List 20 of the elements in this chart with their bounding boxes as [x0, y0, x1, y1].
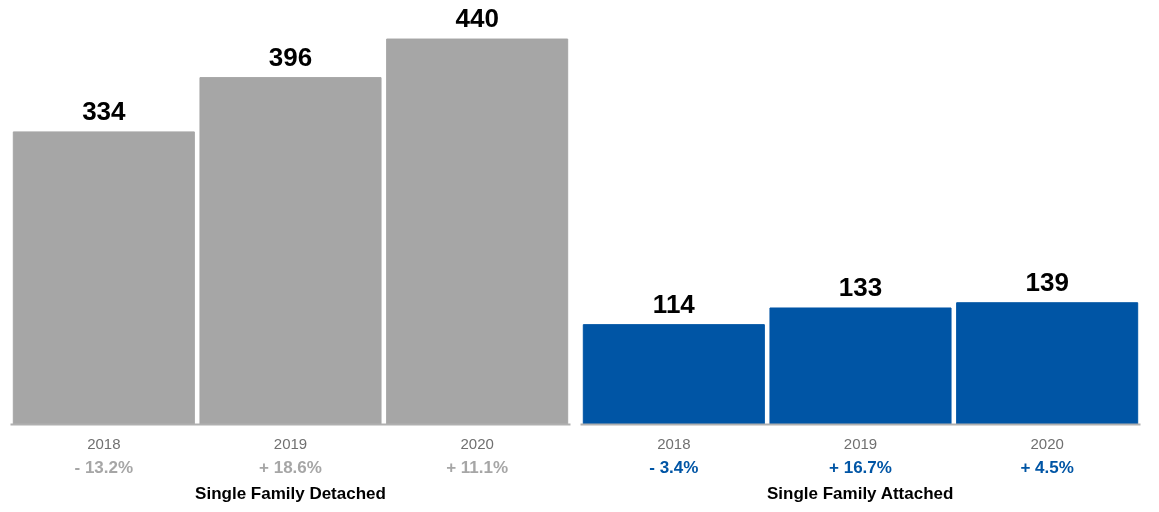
x-tick-label: 2019: [843, 434, 878, 452]
data-label: 334: [82, 95, 127, 126]
data-label: 440: [455, 3, 499, 34]
text: - 3.4%: [649, 457, 699, 477]
x-tick-label: 2019: [273, 434, 308, 452]
data-label: 396: [268, 41, 313, 72]
x-axis-title: Single Family Attached: [766, 483, 954, 503]
text: - 13.2%: [74, 457, 134, 477]
x-tick-label: 2018: [657, 434, 691, 452]
data-label: 114: [652, 288, 696, 319]
text: + 18.6%: [259, 457, 322, 477]
text: + 16.7%: [829, 457, 892, 477]
text: + 11.1%: [446, 457, 509, 477]
x-tick-label: 2020: [1030, 434, 1064, 452]
data-label: 139: [1025, 266, 1069, 297]
x-axis-title: Single Family Detached: [195, 483, 386, 503]
x-tick-label: 2020: [460, 434, 494, 452]
data-label: 133: [838, 271, 883, 302]
text: + 4.5%: [1020, 457, 1074, 477]
x-tick-label: 2018: [87, 434, 121, 452]
